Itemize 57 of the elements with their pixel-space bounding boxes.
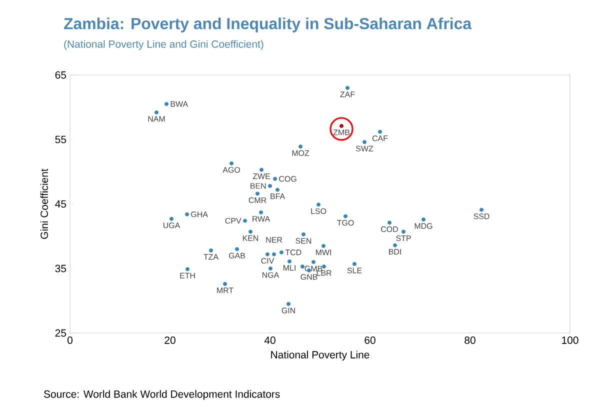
x-tick-label: 0: [68, 336, 72, 344]
point: [346, 86, 350, 90]
point: [276, 188, 280, 192]
y-tick-label: 25: [55, 329, 66, 337]
point: [480, 208, 484, 212]
point: [378, 130, 382, 134]
point: [186, 267, 190, 272]
point: [243, 218, 248, 223]
point: [288, 259, 292, 264]
point: [230, 161, 234, 166]
x-tick-label: 60: [364, 336, 376, 344]
x-tick-label: 40: [264, 336, 276, 344]
point: [344, 214, 348, 218]
point: [260, 168, 264, 172]
x-tick-label: 100: [562, 336, 578, 344]
point: [259, 210, 264, 214]
point: [300, 264, 305, 269]
point: [340, 124, 344, 128]
point: [154, 110, 159, 114]
x-tick-label: 80: [464, 336, 476, 344]
point: [209, 248, 214, 252]
point: [164, 102, 169, 106]
point: [268, 184, 272, 188]
point: [185, 212, 190, 216]
y-tick-label: 55: [55, 136, 66, 144]
point: [268, 266, 273, 270]
source-note: Source: World Bank World Development Indicators: [44, 390, 280, 400]
point: [393, 243, 398, 248]
chart-subtitle: (National Poverty Line and Gini Coefficient): [64, 40, 264, 50]
y-tick-label: 65: [55, 71, 66, 79]
point: [388, 220, 392, 225]
point: [422, 217, 426, 222]
point: [223, 282, 228, 286]
point: [248, 230, 253, 234]
point: [298, 144, 303, 149]
point: [256, 192, 260, 196]
point: [322, 244, 326, 248]
point: [170, 216, 174, 221]
point: [316, 202, 321, 207]
chart-title: Zambia: Poverty and Inequality in Sub-Saharan Africa: [64, 18, 472, 32]
point: [280, 250, 284, 254]
y-axis-title: Gini Coefficient: [40, 168, 48, 239]
point: [352, 262, 357, 266]
point: [273, 176, 278, 181]
x-tick-label: 20: [164, 336, 176, 344]
y-tick-label: 35: [55, 264, 66, 272]
point: [286, 302, 291, 306]
point: [302, 232, 306, 236]
point: [235, 247, 240, 252]
point: [362, 140, 367, 144]
point: [322, 264, 326, 269]
point: [272, 252, 276, 256]
point: [266, 252, 270, 256]
point: [312, 260, 316, 264]
y-tick-label: 45: [55, 200, 66, 208]
point: [402, 230, 406, 234]
x-axis-title: National Poverty Line: [271, 350, 370, 361]
